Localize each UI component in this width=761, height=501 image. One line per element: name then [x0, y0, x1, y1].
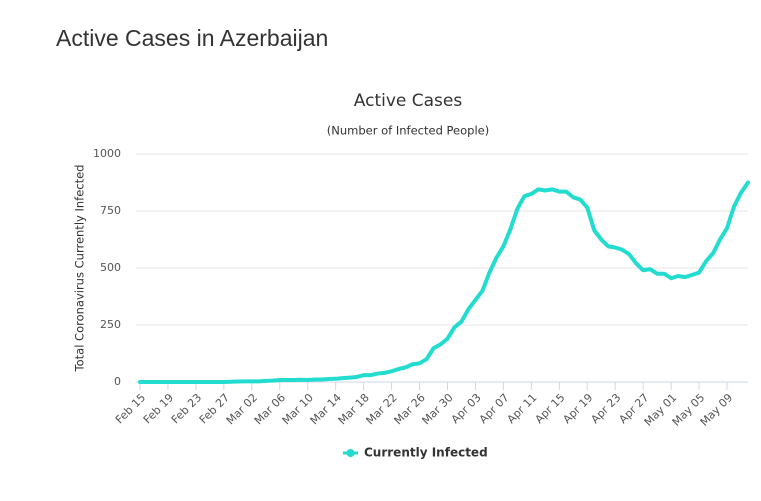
x-tick-label: Feb 15 — [113, 391, 148, 426]
x-tick-label: Apr 11 — [505, 391, 540, 426]
y-axis-label: Total Coronavirus Currently Infected — [73, 165, 87, 373]
y-tick-label: 1000 — [93, 147, 121, 160]
legend-marker — [346, 449, 355, 457]
chart-subtitle: (Number of Infected People) — [327, 124, 489, 138]
x-tick-label: Apr 15 — [533, 391, 568, 426]
line — [138, 180, 750, 384]
chart-title: Active Cases — [354, 91, 463, 111]
x-tick-label: Apr 03 — [449, 391, 484, 426]
x-tick-label: Apr 19 — [560, 391, 595, 426]
y-tick-label: 0 — [114, 375, 121, 388]
x-tick-label: Feb 19 — [141, 391, 176, 426]
y-tick-label: 750 — [100, 204, 121, 217]
legend-label: Currently Infected — [364, 446, 488, 460]
x-tick-label: Feb 23 — [169, 391, 204, 426]
y-tick-label: 250 — [100, 318, 121, 331]
x-tick-label: Apr 07 — [477, 391, 512, 426]
x-tick-label: Apr 23 — [588, 391, 623, 426]
x-tick-label: Mar 30 — [419, 391, 455, 427]
y-tick-label: 500 — [100, 261, 121, 274]
page-title: Active Cases in Azerbaijan — [56, 25, 328, 51]
